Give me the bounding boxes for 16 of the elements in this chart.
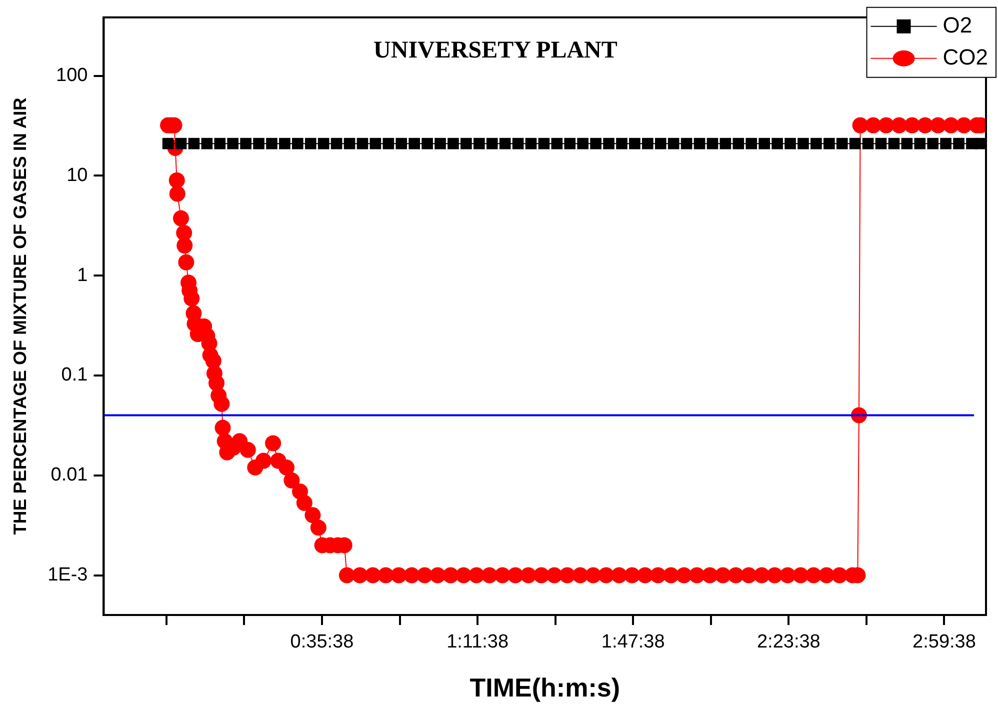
y-tick-label: 1E-3 [48, 564, 88, 586]
y-tick-label: 10 [66, 164, 88, 186]
text: UNIVERSETY PLANT [374, 38, 618, 64]
y-tick-label: 0.1 [61, 364, 88, 386]
x-tick-label: 1:47:38 [601, 632, 665, 653]
x-tick-label: 2:23:38 [756, 632, 820, 653]
x-tick-label: 2:59:38 [912, 632, 976, 653]
y-tick-label: 0.01 [50, 464, 88, 486]
y-tick-label: 100 [56, 65, 88, 86]
legend-label: CO2 [942, 44, 988, 70]
x-axis-title: TIME(h:m:s) [470, 672, 620, 703]
x-tick-label: 0:35:38 [290, 632, 354, 653]
y-axis-title: THE PERCENTAGE OF MIXTURE OF GASES IN AIR [10, 98, 30, 535]
legend-label: O2 [942, 12, 972, 38]
x-tick-label: 1:11:38 [446, 632, 509, 653]
y-tick-label: 1 [77, 264, 88, 286]
